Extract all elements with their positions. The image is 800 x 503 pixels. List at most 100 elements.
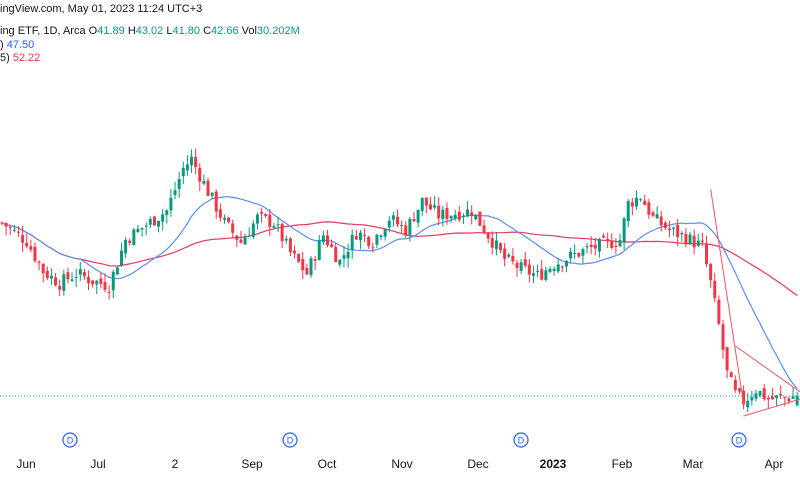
candle[interactable] <box>684 228 688 248</box>
candle[interactable] <box>523 251 527 268</box>
candle[interactable] <box>132 227 136 246</box>
candle[interactable] <box>206 177 210 196</box>
candle[interactable] <box>408 216 412 242</box>
candle[interactable] <box>750 390 754 406</box>
candle[interactable] <box>301 251 305 280</box>
candle[interactable] <box>21 226 25 252</box>
candle[interactable] <box>293 245 297 259</box>
candle[interactable] <box>103 273 107 293</box>
upper-wedge-line[interactable] <box>735 345 800 393</box>
candle[interactable] <box>288 237 292 256</box>
candle[interactable] <box>140 227 144 237</box>
steep-trendline[interactable] <box>710 188 745 405</box>
candle[interactable] <box>729 371 733 378</box>
candle[interactable] <box>795 391 799 407</box>
candle[interactable] <box>338 258 342 268</box>
dividend-marker[interactable]: D <box>282 432 298 448</box>
candle[interactable] <box>91 280 95 288</box>
candle[interactable] <box>725 346 729 379</box>
candle[interactable] <box>643 194 647 206</box>
candle[interactable] <box>474 214 478 221</box>
candle[interactable] <box>198 163 202 192</box>
candle[interactable] <box>268 208 272 237</box>
candle[interactable] <box>95 279 99 295</box>
candle[interactable] <box>297 253 301 264</box>
candle[interactable] <box>218 203 222 222</box>
dividend-marker[interactable]: D <box>513 432 529 448</box>
candle[interactable] <box>639 198 643 202</box>
candle[interactable] <box>416 209 420 227</box>
candle[interactable] <box>181 161 185 185</box>
candle[interactable] <box>672 226 676 236</box>
candle[interactable] <box>313 255 317 271</box>
candle[interactable] <box>569 247 573 264</box>
candle[interactable] <box>363 228 367 243</box>
candle[interactable] <box>346 243 350 268</box>
candle[interactable] <box>379 234 383 241</box>
candle[interactable] <box>663 221 667 230</box>
candle[interactable] <box>177 171 181 198</box>
candle[interactable] <box>573 244 577 259</box>
candle[interactable] <box>445 202 449 225</box>
trendlines[interactable] <box>710 188 800 417</box>
candle[interactable] <box>466 201 470 218</box>
candle[interactable] <box>490 231 494 255</box>
candle[interactable] <box>552 266 556 276</box>
candle[interactable] <box>185 155 189 176</box>
candle[interactable] <box>99 272 103 289</box>
candle[interactable] <box>383 228 387 241</box>
candle[interactable] <box>531 265 535 284</box>
candle[interactable] <box>713 272 717 303</box>
candle[interactable] <box>779 385 783 400</box>
candle[interactable] <box>499 242 503 254</box>
candle[interactable] <box>222 214 226 224</box>
candle[interactable] <box>433 196 437 210</box>
candle[interactable] <box>276 216 280 233</box>
candle[interactable] <box>705 235 709 267</box>
candle[interactable] <box>758 390 762 398</box>
candle[interactable] <box>260 208 264 223</box>
candle[interactable] <box>280 222 284 249</box>
candle[interactable] <box>766 395 770 410</box>
candle[interactable] <box>680 231 684 242</box>
candle[interactable] <box>527 259 531 283</box>
candle[interactable] <box>696 233 700 248</box>
candle[interactable] <box>602 233 606 239</box>
candle[interactable] <box>396 209 400 228</box>
candle[interactable] <box>45 266 49 281</box>
candle[interactable] <box>581 247 585 264</box>
dividend-marker[interactable]: D <box>62 432 78 448</box>
candle[interactable] <box>74 268 78 288</box>
dividend-marker[interactable]: D <box>731 432 747 448</box>
candle[interactable] <box>62 269 66 296</box>
candle[interactable] <box>560 265 564 273</box>
ma-slow-legend[interactable]: 5) 52.22 <box>0 52 40 64</box>
candle[interactable] <box>536 264 540 278</box>
candle[interactable] <box>58 279 62 297</box>
candle[interactable] <box>737 387 741 395</box>
candle[interactable] <box>486 232 490 244</box>
candle[interactable] <box>115 266 119 275</box>
candle[interactable] <box>783 396 787 407</box>
candle[interactable] <box>350 229 354 260</box>
candle[interactable] <box>128 238 132 246</box>
candle[interactable] <box>321 230 325 246</box>
candle[interactable] <box>412 211 416 222</box>
candle[interactable] <box>124 237 128 259</box>
candle[interactable] <box>144 222 148 236</box>
candle[interactable] <box>12 224 16 233</box>
candle[interactable] <box>367 235 371 250</box>
candle[interactable] <box>461 213 465 225</box>
candle[interactable] <box>593 237 597 256</box>
candle[interactable] <box>214 189 218 219</box>
candle[interactable] <box>0 221 4 226</box>
candle[interactable] <box>651 210 655 218</box>
candle[interactable] <box>136 224 140 234</box>
candle[interactable] <box>227 216 231 224</box>
candle[interactable] <box>540 259 544 281</box>
candle[interactable] <box>37 260 41 271</box>
candle[interactable] <box>391 211 395 227</box>
candle[interactable] <box>770 387 774 401</box>
